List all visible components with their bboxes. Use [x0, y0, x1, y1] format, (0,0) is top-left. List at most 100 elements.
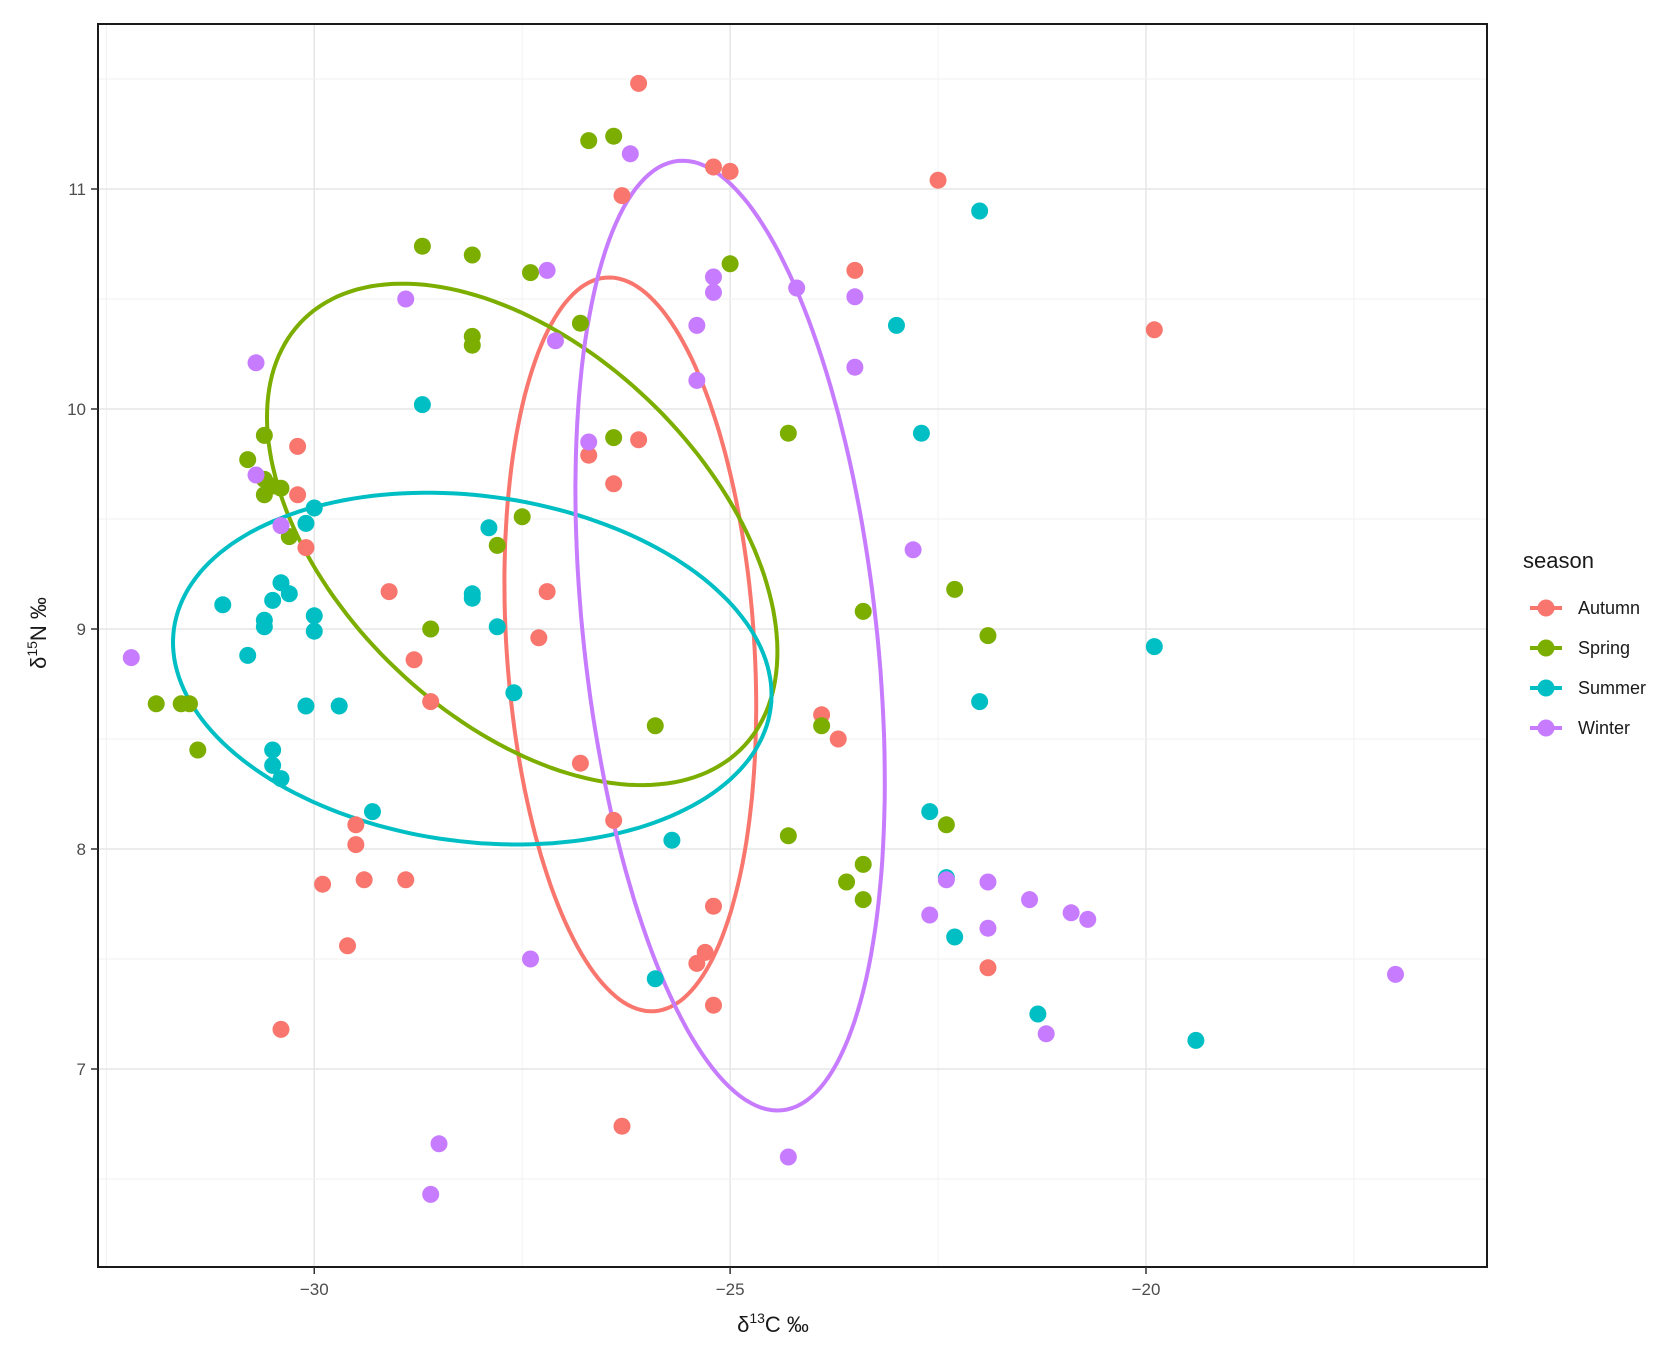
point-autumn [380, 583, 398, 601]
point-winter [538, 261, 556, 279]
point-summer [646, 970, 664, 988]
point-summer [280, 585, 298, 603]
x-axis-ticks: −30 −25 −20 [300, 1267, 1161, 1299]
point-summer [305, 499, 323, 517]
point-summer [1145, 638, 1163, 656]
point-summer [297, 697, 315, 715]
x-tick-label: −20 [1132, 1280, 1161, 1299]
point-winter [247, 354, 265, 372]
ellipse-summer [170, 490, 774, 847]
y-axis-title-post: N ‰ [26, 597, 51, 641]
point-summer [255, 618, 273, 636]
point-summer [1187, 1031, 1205, 1049]
point-winter [979, 873, 997, 891]
point-autumn [289, 437, 307, 455]
point-autumn [580, 446, 598, 464]
point-autumn [630, 431, 648, 449]
x-tick-label: −25 [716, 1280, 745, 1299]
point-summer [305, 622, 323, 640]
point-winter [979, 919, 997, 937]
point-summer [264, 591, 282, 609]
point-winter [422, 1185, 440, 1203]
x-axis-title: δ13C ‰ [737, 1310, 809, 1337]
point-autumn [272, 1020, 290, 1038]
point-winter [904, 541, 922, 559]
point-autumn [979, 959, 997, 977]
point-summer [239, 646, 257, 664]
point-summer [921, 803, 939, 821]
point-autumn [829, 730, 847, 748]
point-autumn [397, 871, 415, 889]
point-spring [580, 132, 598, 150]
point-winter [1037, 1025, 1055, 1043]
point-winter [1021, 891, 1039, 909]
point-spring [488, 536, 506, 554]
point-winter [247, 466, 265, 484]
legend-title: season [1523, 548, 1594, 573]
point-winter [272, 517, 290, 535]
point-autumn [721, 162, 739, 180]
point-spring [854, 855, 872, 873]
legend-label-winter: Winter [1578, 718, 1630, 738]
point-summer [971, 693, 989, 711]
point-autumn [688, 954, 706, 972]
point-spring [571, 314, 589, 332]
point-winter [1062, 904, 1080, 922]
point-autumn [339, 937, 357, 955]
point-spring [463, 246, 481, 264]
point-summer [912, 424, 930, 442]
point-spring [813, 717, 831, 735]
point-summer [971, 202, 989, 220]
legend: season Autumn Spring Summer Winter [1523, 548, 1646, 738]
point-summer [480, 519, 498, 537]
point-summer [272, 770, 290, 788]
point-autumn [347, 836, 365, 854]
confidence-ellipses [170, 158, 887, 1113]
point-spring [180, 695, 198, 713]
point-autumn [347, 816, 365, 834]
point-summer [363, 803, 381, 821]
point-winter [522, 950, 540, 968]
legend-label-spring: Spring [1578, 638, 1630, 658]
point-spring [513, 508, 531, 526]
point-spring [946, 580, 964, 598]
y-axis-title: δ15N ‰ [24, 597, 51, 669]
y-axis-title-sup: 15 [24, 641, 40, 657]
point-winter [430, 1135, 448, 1153]
point-summer [463, 589, 481, 607]
point-spring [721, 255, 739, 273]
point-autumn [355, 871, 373, 889]
point-spring [854, 891, 872, 909]
point-summer [488, 618, 506, 636]
legend-label-autumn: Autumn [1578, 598, 1640, 618]
point-spring [413, 237, 431, 255]
point-autumn [704, 158, 722, 176]
point-spring [463, 336, 481, 354]
point-autumn [846, 261, 864, 279]
y-tick-label: 11 [68, 180, 86, 199]
point-winter [846, 288, 864, 306]
point-spring [979, 627, 997, 645]
point-spring [522, 264, 540, 282]
point-autumn [613, 187, 631, 205]
x-tick-label: −30 [300, 1280, 329, 1299]
legend-key-point [1537, 599, 1555, 617]
y-tick-label: 8 [77, 840, 86, 859]
legend-key-point [1537, 639, 1555, 657]
point-winter [788, 279, 806, 297]
point-spring [255, 426, 273, 444]
point-winter [122, 649, 140, 667]
point-summer [1029, 1005, 1047, 1023]
point-winter [1387, 965, 1405, 983]
point-spring [272, 479, 290, 497]
point-summer [330, 697, 348, 715]
x-axis-title-pre: δ [737, 1312, 749, 1337]
point-autumn [613, 1117, 631, 1135]
point-autumn [314, 875, 332, 893]
point-spring [255, 486, 273, 504]
y-axis-title-pre: δ [26, 657, 51, 669]
point-spring [189, 741, 207, 759]
point-summer [214, 596, 232, 614]
point-winter [580, 433, 598, 451]
point-spring [838, 873, 856, 891]
